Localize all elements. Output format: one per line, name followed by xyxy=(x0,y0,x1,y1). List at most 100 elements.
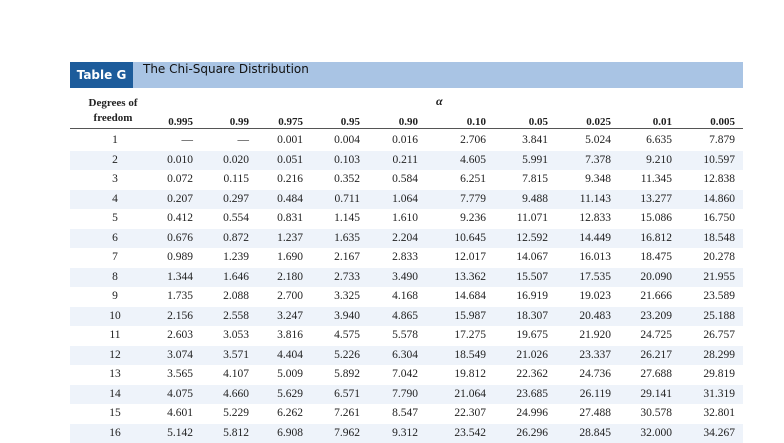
value-cell: 3.571 xyxy=(223,348,249,361)
table-title: The Chi-Square Distribution xyxy=(143,62,309,76)
value-cell: — xyxy=(237,134,250,146)
row-stripe xyxy=(70,345,743,365)
value-cell: 6.304 xyxy=(392,348,418,361)
value-cell: 23.685 xyxy=(516,387,548,400)
value-cell: 11.071 xyxy=(516,212,548,224)
value-cell: 9.348 xyxy=(585,173,611,185)
column-header: 0.95 xyxy=(340,116,360,128)
df-cell: 14 xyxy=(109,387,121,400)
value-cell: 5.578 xyxy=(392,329,418,341)
value-cell: 24.996 xyxy=(516,407,548,419)
value-cell: 5.142 xyxy=(167,426,193,439)
value-cell: 12.833 xyxy=(579,212,611,224)
header-bar xyxy=(70,62,743,88)
value-cell: 12.592 xyxy=(516,231,548,244)
value-cell: 2.603 xyxy=(167,329,193,341)
column-header: 0.025 xyxy=(586,116,611,128)
df-cell: 4 xyxy=(112,192,118,205)
df-cell: 10 xyxy=(109,309,121,322)
header-rule xyxy=(70,128,743,129)
value-cell: 18.548 xyxy=(703,231,735,244)
value-cell: 5.229 xyxy=(223,407,249,419)
value-cell: 7.261 xyxy=(334,407,360,419)
value-cell: 0.584 xyxy=(392,173,418,185)
value-cell: 0.016 xyxy=(392,134,418,146)
column-header: 0.99 xyxy=(229,116,249,128)
value-cell: 9.488 xyxy=(522,192,548,205)
value-cell: 0.211 xyxy=(392,153,418,166)
value-cell: 0.676 xyxy=(167,231,193,244)
value-cell: 3.816 xyxy=(277,329,303,341)
df-cell: 13 xyxy=(109,368,121,380)
value-cell: 26.757 xyxy=(703,329,735,341)
df-cell: 11 xyxy=(109,329,121,341)
value-cell: 0.484 xyxy=(277,192,303,205)
value-cell: 30.578 xyxy=(640,407,672,419)
value-cell: 0.872 xyxy=(223,231,249,244)
value-cell: 21.666 xyxy=(640,290,672,302)
df-cell: 7 xyxy=(112,251,118,263)
df-cell: 12 xyxy=(109,348,121,361)
value-cell: 7.790 xyxy=(392,387,418,400)
value-cell: 9.210 xyxy=(646,153,672,166)
value-cell: 4.660 xyxy=(223,387,249,400)
value-cell: 16.812 xyxy=(640,231,672,244)
value-cell: 7.779 xyxy=(460,192,486,205)
value-cell: 3.247 xyxy=(277,309,303,322)
column-header: 0.10 xyxy=(466,116,486,128)
value-cell: 24.725 xyxy=(640,329,672,341)
value-cell: 28.299 xyxy=(703,348,735,361)
value-cell: 22.307 xyxy=(454,407,486,419)
value-cell: 9.236 xyxy=(460,212,486,224)
value-cell: 2.706 xyxy=(460,134,486,146)
value-cell: 0.001 xyxy=(277,134,303,146)
value-cell: 6.262 xyxy=(277,407,303,419)
value-cell: 23.209 xyxy=(640,309,672,322)
value-cell: 5.629 xyxy=(277,387,303,400)
value-cell: 2.088 xyxy=(223,290,249,302)
value-cell: 3.490 xyxy=(392,270,418,283)
value-cell: 26.119 xyxy=(579,387,611,400)
df-cell: 9 xyxy=(112,290,118,302)
value-cell: 28.845 xyxy=(579,426,611,439)
value-cell: 3.053 xyxy=(223,329,249,341)
value-cell: 18.475 xyxy=(640,251,672,263)
value-cell: 4.601 xyxy=(167,407,193,419)
value-cell: 1.064 xyxy=(392,192,418,205)
value-cell: 16.919 xyxy=(516,290,548,302)
value-cell: 15.987 xyxy=(454,309,486,322)
value-cell: 20.278 xyxy=(703,251,735,263)
value-cell: 22.362 xyxy=(516,368,548,380)
value-cell: 4.404 xyxy=(277,348,303,361)
df-cell: 15 xyxy=(109,407,121,419)
value-cell: 6.571 xyxy=(334,387,360,400)
value-cell: 9.312 xyxy=(392,426,418,439)
value-cell: 0.216 xyxy=(277,173,303,185)
value-cell: 3.940 xyxy=(334,309,360,322)
df-cell: 8 xyxy=(112,270,118,283)
value-cell: 21.955 xyxy=(703,270,735,283)
value-cell: 0.103 xyxy=(334,153,360,166)
value-cell: 2.558 xyxy=(223,309,249,322)
value-cell: 0.010 xyxy=(167,153,193,166)
value-cell: 23.542 xyxy=(454,426,486,439)
value-cell: 26.296 xyxy=(516,426,548,439)
value-cell: 32.000 xyxy=(640,426,672,439)
value-cell: 0.297 xyxy=(223,192,249,205)
row-stripe xyxy=(70,189,743,209)
value-cell: 0.412 xyxy=(167,212,193,224)
df-cell: 2 xyxy=(112,153,118,166)
column-header: 0.90 xyxy=(398,116,418,128)
value-cell: 2.204 xyxy=(392,231,418,244)
value-cell: 1.145 xyxy=(334,212,360,224)
value-cell: 10.597 xyxy=(703,153,735,166)
value-cell: 6.251 xyxy=(460,173,486,185)
value-cell: 4.575 xyxy=(334,329,360,341)
value-cell: 31.319 xyxy=(703,387,735,400)
df-cell: 5 xyxy=(112,212,118,224)
value-cell: 5.812 xyxy=(223,426,249,439)
value-cell: 3.841 xyxy=(522,134,548,146)
value-cell: 19.675 xyxy=(516,329,548,341)
value-cell: 21.920 xyxy=(579,329,611,341)
